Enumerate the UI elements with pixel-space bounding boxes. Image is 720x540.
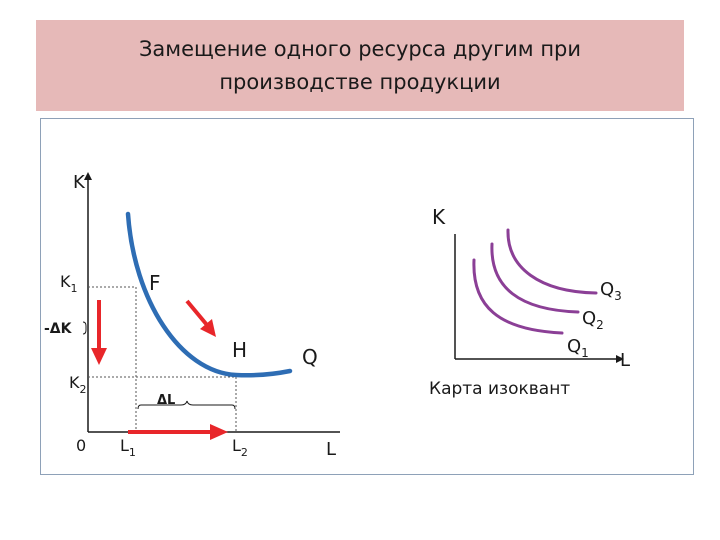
left-isoquant-diagram: K L 0 K1 K2 L1 L2 -ΔK ΔL F H Q: [44, 172, 340, 460]
isoquant-map-caption: Карта изоквант: [429, 379, 570, 399]
title-line-1: Замещение одного ресурса другим при: [138, 37, 582, 61]
point-f-label: F: [149, 271, 161, 295]
delta-l-bracket: [137, 400, 236, 410]
k2-label: K2: [69, 373, 87, 396]
delta-l-label: ΔL: [157, 393, 175, 408]
movement-arrow-f-to-h: [185, 299, 216, 337]
q2-label: Q2: [582, 308, 604, 332]
title-banner: Замещение одного ресурса другим при прои…: [36, 20, 684, 111]
delta-k-bracket: [82, 321, 87, 335]
l2-label: L2: [232, 436, 248, 459]
isoquant-q1: [472, 258, 564, 335]
l1-label: L1: [120, 436, 136, 459]
right-x-axis-label: L: [620, 350, 630, 371]
q3-label: Q3: [600, 279, 622, 303]
origin-label: 0: [76, 436, 86, 455]
point-h-label: H: [232, 338, 247, 362]
left-guide-lines: [88, 286, 237, 432]
left-y-axis-label: K: [73, 172, 86, 193]
q1-label: Q1: [567, 336, 589, 360]
title-line-2: производстве продукции: [219, 70, 501, 94]
diagram-frame: [40, 118, 694, 475]
delta-k-arrow: [91, 300, 107, 365]
right-y-axis-label: K: [432, 205, 446, 229]
isoquant-q2: [490, 242, 580, 314]
curve-q-label: Q: [302, 345, 318, 369]
delta-l-arrow: [128, 424, 228, 440]
delta-k-label: -ΔK: [44, 321, 73, 337]
left-x-axis-label: L: [326, 439, 336, 460]
isoquant-q3: [506, 228, 598, 295]
k1-label: K1: [60, 272, 78, 295]
isoquant-curve-q: [125, 211, 293, 378]
right-isoquant-map: K L Q3 Q2 Q1 Карта изоквант: [429, 205, 630, 399]
